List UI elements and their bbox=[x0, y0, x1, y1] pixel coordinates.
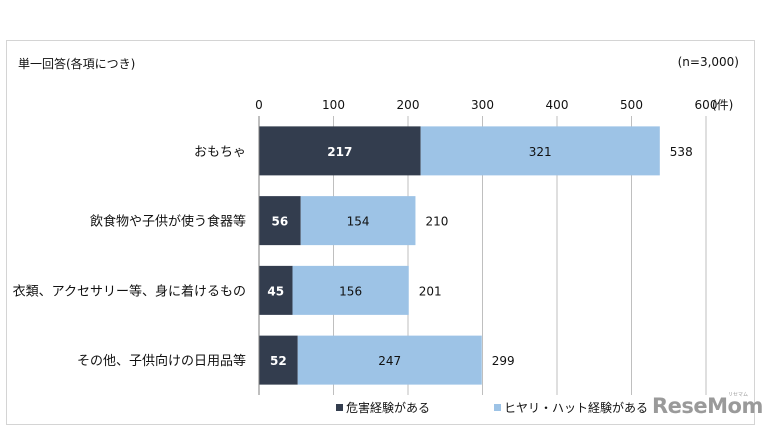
bar-total-label: 201 bbox=[419, 284, 442, 298]
x-tick-label: 500 bbox=[620, 98, 643, 112]
bar-segment bbox=[259, 126, 421, 176]
sample-size: (n=3,000) bbox=[677, 55, 739, 69]
x-tick-label: 300 bbox=[471, 98, 494, 112]
resemom-logo: ReseMom bbox=[652, 394, 763, 418]
chart-frame bbox=[6, 40, 755, 425]
legend-label: 危害経験がある bbox=[346, 400, 430, 415]
bar-segment bbox=[297, 335, 482, 385]
category-label: 衣類、アクセサリー等、身に着けるもの bbox=[13, 283, 246, 299]
bar-total-label: 299 bbox=[492, 354, 515, 368]
bar-segment bbox=[292, 265, 409, 315]
x-tick-label: 100 bbox=[322, 98, 345, 112]
x-tick-label: 400 bbox=[546, 98, 569, 112]
legend-swatch bbox=[336, 404, 343, 411]
x-tick-label: 0 bbox=[255, 98, 263, 112]
bar-segment bbox=[259, 265, 293, 315]
bar-value-label: 52 bbox=[270, 354, 287, 368]
category-label: 飲食物や子供が使う食器等 bbox=[90, 214, 246, 230]
bar-value-label: 247 bbox=[378, 354, 401, 368]
bar-total-label: 210 bbox=[425, 215, 448, 229]
bar-total-label: 538 bbox=[670, 145, 693, 159]
resemom-logo-subtitle: リセマム bbox=[728, 392, 749, 398]
bar-segment bbox=[259, 196, 301, 246]
category-label: おもちゃ bbox=[194, 145, 246, 160]
bar-value-label: 156 bbox=[339, 284, 362, 298]
category-label: その他、子供向けの日用品等 bbox=[77, 353, 246, 369]
bar-value-label: 217 bbox=[327, 145, 352, 159]
bar-value-label: 56 bbox=[272, 215, 289, 229]
response-note: 単一回答(各項につき) bbox=[18, 57, 136, 71]
legend-swatch bbox=[494, 404, 501, 411]
bar-segment bbox=[259, 335, 298, 385]
bar-segment bbox=[420, 126, 660, 176]
legend-label: ヒヤリ・ハット経験がある bbox=[504, 400, 648, 415]
bar-value-label: 154 bbox=[347, 215, 370, 229]
x-tick-label: 200 bbox=[397, 98, 420, 112]
bar-segment bbox=[300, 196, 416, 246]
bar-value-label: 45 bbox=[267, 284, 284, 298]
x-axis-unit: (件) bbox=[712, 98, 733, 112]
x-tick-label: 600 bbox=[695, 98, 718, 112]
bar-value-label: 321 bbox=[529, 145, 552, 159]
